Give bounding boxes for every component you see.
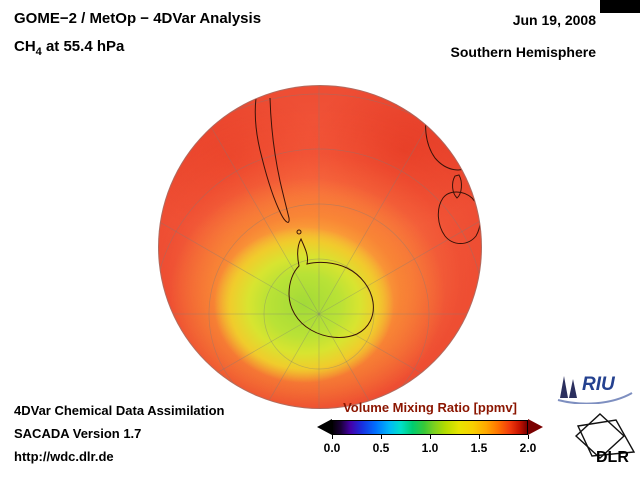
hemisphere-label: Southern Hemisphere [450,44,596,60]
globe-overlay [159,86,481,408]
dlr-emblem-icon [574,413,636,459]
species-subscript: 4 [35,46,42,58]
tick-label: 0.0 [323,441,341,455]
footer-assimilation-label: 4DVar Chemical Data Assimilation [14,403,225,418]
riu-logo: RIU [556,372,636,405]
dlr-logo-text: DLR [596,449,629,466]
date-label: Jun 19, 2008 [512,12,596,28]
colorbar-arrow-right [528,419,543,435]
colorbar-tick-labels: 0.0 0.5 1.0 1.5 2.0 [324,441,537,455]
level-label: at 55.4 hPa [41,38,125,55]
black-corner-bar [600,0,640,13]
coastlines [254,97,481,338]
colorbar-title: Volume Mixing Ratio [ppmv] [343,400,517,415]
page-title: GOME−2 / MetOp − 4DVar Analysis [14,10,262,27]
footer-url-label: http://wdc.dlr.de [14,449,114,464]
cathedral-icon [557,376,633,405]
tick-label: 2.0 [519,441,537,455]
tick-label: 0.5 [372,441,390,455]
colorbar-gradient [332,420,528,435]
riu-logo-text: RIU [582,374,615,395]
graticule-lines [159,86,481,408]
colorbar-arrow-left [317,419,332,435]
page-subtitle: CH4 at 55.4 hPa [14,38,124,58]
tick-label: 1.5 [470,441,488,455]
colorbar-tickmarks [332,435,529,439]
species-label: CH [14,38,36,55]
footer-version-label: SACADA Version 1.7 [14,426,142,441]
tick-label: 1.0 [421,441,439,455]
globe-map [158,85,482,409]
